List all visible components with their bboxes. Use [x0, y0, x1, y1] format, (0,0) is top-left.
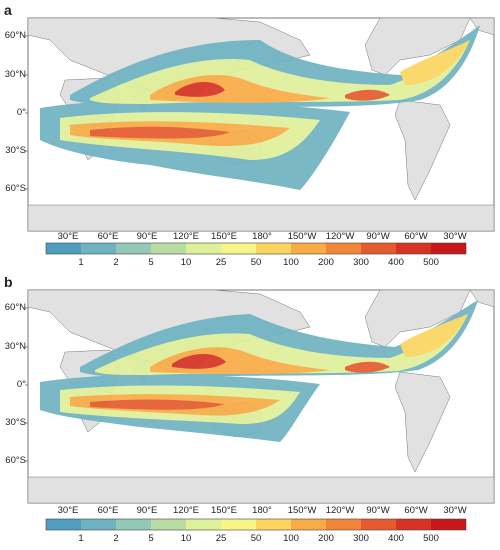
colorbar-label: 10: [180, 533, 192, 544]
colorbar-label: 2: [113, 533, 119, 544]
lon-label: 120°E: [173, 505, 199, 516]
lon-label: 90°E: [136, 231, 158, 242]
lon-label: 30°E: [57, 505, 79, 516]
density-band-south: [90, 399, 225, 410]
lon-label: 120°W: [325, 231, 355, 242]
lon-label: 30°W: [443, 231, 467, 242]
lat-label: 30°S: [5, 145, 26, 156]
colorbar-label: 200: [318, 257, 334, 268]
lat-label: 0°: [16, 379, 26, 390]
lon-label: 150°E: [211, 231, 237, 242]
panel-letter: a: [4, 2, 12, 18]
colorbar-label: 400: [388, 257, 404, 268]
map-panel-a: a: [0, 0, 500, 272]
hotspot-west-pacific: [175, 81, 225, 97]
colorbar-label: 500: [423, 533, 439, 544]
hotspot-north-atlantic: [400, 40, 470, 85]
lat-label: 30°N: [4, 69, 26, 80]
hotspot-east-pacific: [345, 89, 390, 101]
colorbar-label: 500: [423, 257, 439, 268]
colorbar-label: 1: [78, 257, 84, 268]
panel-letter: b: [4, 274, 13, 290]
colorbar-label: 100: [283, 533, 299, 544]
lon-label: 150°E: [211, 505, 237, 516]
lat-label: 60°S: [5, 455, 26, 466]
hotspot-west-pacific: [172, 353, 226, 369]
colorbar-label: 50: [250, 257, 262, 268]
lon-label: 120°E: [173, 231, 199, 242]
colorbar-label: 25: [215, 257, 227, 268]
colorbar-label: 400: [388, 533, 404, 544]
south-america-landmass: [394, 371, 451, 473]
colorbar-label: 10: [180, 257, 192, 268]
lon-label: 90°E: [136, 505, 158, 516]
hotspot-east-pacific: [345, 361, 390, 373]
lon-label: 60°E: [97, 505, 119, 516]
colorbar-label: 25: [215, 533, 227, 544]
lat-label: 60°S: [5, 183, 26, 194]
colorbar-label: 50: [250, 533, 262, 544]
colorbar: [45, 518, 467, 531]
map-panel-b: b: [0, 272, 500, 550]
hotspot-north-atlantic: [400, 314, 468, 357]
colorbar-label: 1: [78, 533, 84, 544]
lon-label: 90°W: [366, 505, 390, 516]
lon-label: 30°W: [443, 505, 467, 516]
colorbar-label: 2: [113, 257, 119, 268]
lat-label: 0°: [16, 107, 26, 118]
greenland-landmass: [469, 290, 494, 308]
greenland-landmass: [469, 18, 494, 36]
lon-label: 180°: [252, 505, 272, 516]
map-svg: [25, 289, 495, 531]
lon-label: 150°W: [287, 231, 317, 242]
lon-label: 60°E: [97, 231, 119, 242]
south-america-landmass: [394, 99, 451, 201]
axis-ticks: [25, 35, 28, 190]
lon-label: 150°W: [287, 505, 317, 516]
lon-label: 30°E: [57, 231, 79, 242]
density-layer: [40, 300, 478, 442]
antarctica-landmass: [28, 476, 494, 503]
colorbar-label: 300: [353, 257, 369, 268]
lon-label: 90°W: [366, 231, 390, 242]
map-svg: [25, 17, 495, 255]
colorbar-label: 200: [318, 533, 334, 544]
north-america-landmass: [364, 290, 471, 348]
colorbar-label: 100: [283, 257, 299, 268]
colorbar-label: 5: [148, 533, 154, 544]
density-layer: [40, 25, 480, 190]
axis-ticks: [25, 307, 28, 462]
lat-label: 30°S: [5, 417, 26, 428]
lon-label: 180°: [252, 231, 272, 242]
colorbar: [45, 242, 467, 255]
density-band-south: [90, 126, 230, 139]
lon-label: 120°W: [325, 505, 355, 516]
colorbar-label: 300: [353, 533, 369, 544]
antarctica-landmass: [28, 204, 494, 231]
lat-label: 60°N: [4, 30, 26, 41]
north-america-landmass: [364, 18, 471, 76]
lon-label: 60°W: [404, 505, 428, 516]
colorbar-label: 5: [148, 257, 154, 268]
lon-label: 60°W: [404, 231, 428, 242]
lat-label: 60°N: [4, 302, 26, 313]
lat-label: 30°N: [4, 341, 26, 352]
